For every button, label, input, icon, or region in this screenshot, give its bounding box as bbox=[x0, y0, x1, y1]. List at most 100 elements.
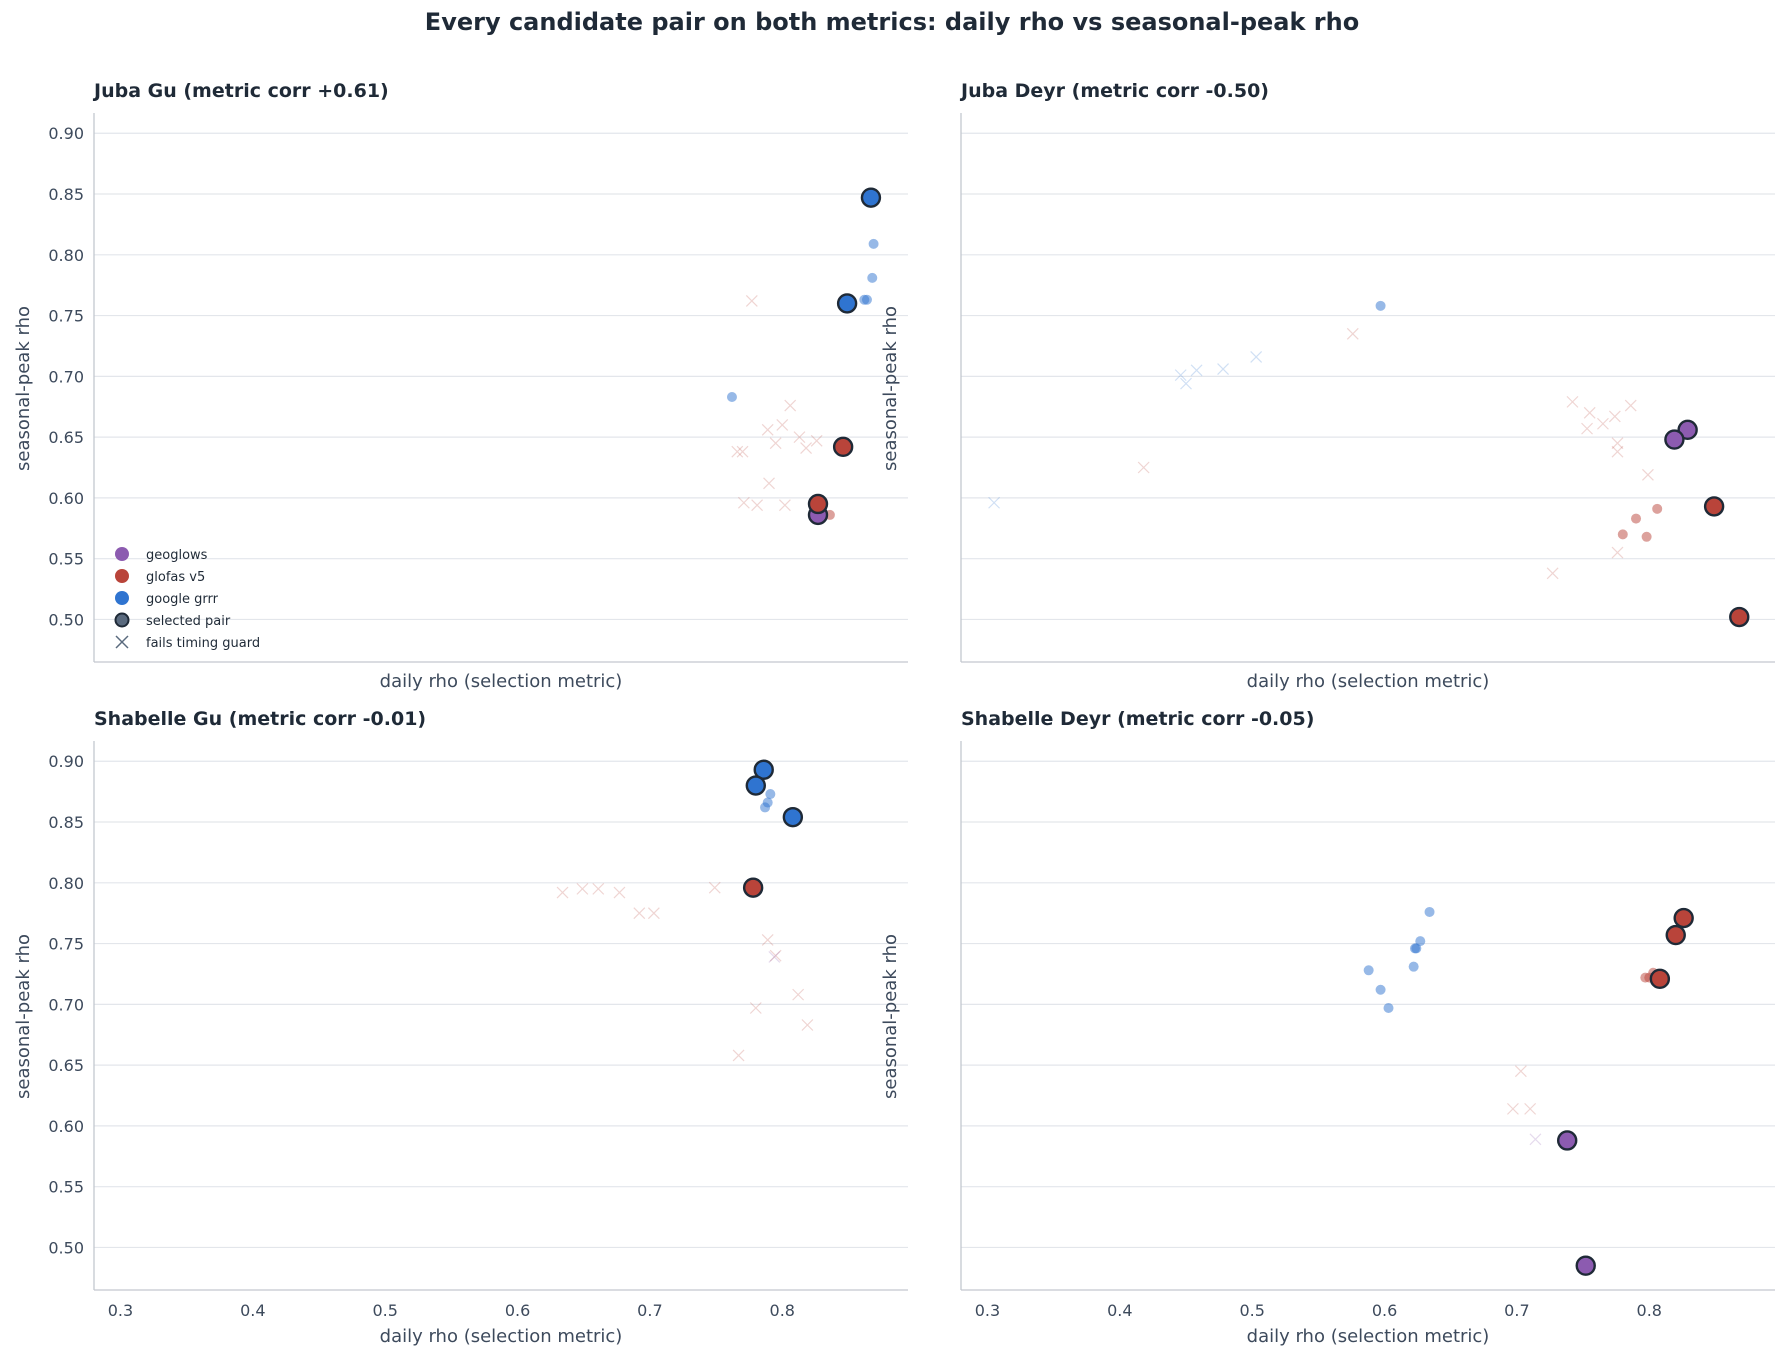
y-tick-label: 0.60 bbox=[48, 489, 84, 508]
data-point-cross-stroke bbox=[792, 988, 805, 1001]
y-axis-label: seasonal-peak rho bbox=[13, 934, 34, 1099]
data-point-cross-stroke bbox=[1217, 363, 1229, 375]
data-point-cross-stroke bbox=[731, 445, 744, 458]
legend: geoglows glofas v5 google grrr selected pai… bbox=[114, 547, 260, 651]
data-point-cross bbox=[801, 1019, 814, 1031]
legend-label: glofas v5 bbox=[146, 570, 205, 585]
data-point-cross bbox=[1624, 399, 1637, 412]
x-tick-label: 0.5 bbox=[372, 1301, 397, 1320]
data-point-cross-stroke bbox=[1611, 445, 1624, 458]
y-tick-label: 0.50 bbox=[48, 610, 84, 629]
data-point-cross bbox=[1524, 1102, 1537, 1115]
data-point-cross bbox=[776, 419, 789, 431]
y-axis-label: seasonal-peak rho bbox=[13, 306, 34, 471]
data-point-selected bbox=[1703, 496, 1725, 517]
data-point-cross-stroke bbox=[1524, 1102, 1537, 1115]
data-point-cross-stroke bbox=[736, 445, 749, 458]
data-point-cross-stroke bbox=[745, 295, 758, 307]
data-point-cross-stroke bbox=[763, 477, 775, 490]
x-tick-label: 0.7 bbox=[1504, 1301, 1529, 1320]
data-point-cross-stroke bbox=[556, 886, 569, 899]
data-point-cross-stroke bbox=[1137, 461, 1150, 474]
data-point-cross-stroke bbox=[1642, 468, 1654, 481]
data-point-cross bbox=[749, 1002, 762, 1014]
data-point-cross-stroke bbox=[1250, 350, 1263, 363]
data-point-cross-stroke bbox=[810, 434, 823, 447]
legend-marker-cross-stroke bbox=[115, 635, 129, 649]
legend-marker bbox=[115, 547, 129, 561]
data-point-cross-stroke bbox=[1346, 327, 1359, 340]
x-tick-label: 0.3 bbox=[975, 1301, 1000, 1320]
data-point-selected bbox=[782, 806, 804, 828]
y-tick-label: 0.65 bbox=[48, 428, 84, 447]
legend-marker bbox=[115, 569, 129, 583]
data-point-cross-stroke bbox=[784, 399, 797, 412]
data-point-cross-stroke bbox=[613, 886, 626, 899]
y-tick-label: 0.80 bbox=[48, 874, 84, 893]
data-point-cross-stroke bbox=[1174, 369, 1187, 382]
data-point-cross-stroke bbox=[1566, 395, 1579, 408]
data-point-selected bbox=[1556, 1130, 1578, 1151]
data-point-cross bbox=[737, 496, 750, 509]
data-point-cross bbox=[1137, 461, 1150, 474]
data-point-cross-stroke bbox=[1250, 350, 1263, 363]
data-point-cross-stroke bbox=[1174, 369, 1187, 382]
data-point-cross-stroke bbox=[737, 496, 750, 509]
data-point-cross bbox=[1581, 422, 1593, 435]
y-tick-label: 0.80 bbox=[48, 246, 84, 265]
data-point-cross bbox=[1250, 350, 1263, 363]
data-point-cross-stroke bbox=[737, 496, 750, 509]
data-point-cross-stroke bbox=[792, 988, 805, 1001]
data-point-selected bbox=[753, 759, 774, 780]
data-point-cross bbox=[810, 434, 823, 447]
data-point-cross bbox=[731, 445, 744, 458]
data-point-cross-stroke bbox=[763, 477, 775, 490]
data-point-cross-stroke bbox=[708, 881, 721, 894]
data-point-cross bbox=[736, 445, 749, 458]
data-point-cross-stroke bbox=[745, 295, 758, 307]
data-point-cross-stroke bbox=[751, 499, 764, 512]
data-point-cross-stroke bbox=[1507, 1102, 1519, 1115]
figure-title: Every candidate pair on both metrics: da… bbox=[424, 8, 1360, 36]
data-point-cross-stroke bbox=[761, 933, 774, 946]
data-point-cross bbox=[1514, 1065, 1527, 1078]
data-point-selected bbox=[1665, 924, 1686, 946]
data-point-cross bbox=[708, 881, 721, 894]
x-axis-label: daily rho (selection metric) bbox=[380, 1326, 623, 1347]
data-point bbox=[868, 238, 879, 249]
x-tick-label: 0.3 bbox=[108, 1301, 133, 1320]
data-point-cross bbox=[1217, 363, 1229, 375]
data-point-cross-stroke bbox=[810, 434, 823, 447]
data-point-cross-stroke bbox=[769, 949, 782, 962]
data-point bbox=[867, 272, 878, 283]
data-point-cross-stroke bbox=[1608, 410, 1621, 423]
data-point-cross-stroke bbox=[1611, 445, 1624, 458]
data-point bbox=[760, 802, 771, 813]
data-point-cross-stroke bbox=[749, 1002, 762, 1014]
data-point-cross-stroke bbox=[1514, 1065, 1527, 1078]
data-point-cross-stroke bbox=[1581, 422, 1593, 435]
data-point-cross-stroke bbox=[988, 496, 1001, 509]
data-point-cross-stroke bbox=[1217, 363, 1229, 375]
data-point-cross-stroke bbox=[1180, 377, 1192, 390]
data-point-cross-stroke bbox=[778, 499, 791, 512]
x-tick-label: 0.4 bbox=[240, 1301, 265, 1320]
y-tick-label: 0.70 bbox=[48, 367, 84, 386]
y-tick-label: 0.85 bbox=[48, 185, 84, 204]
y-tick-label: 0.65 bbox=[48, 1056, 84, 1075]
data-point bbox=[1375, 300, 1386, 311]
data-point-cross bbox=[1190, 364, 1203, 377]
data-point-cross bbox=[1608, 410, 1621, 423]
data-point-cross bbox=[1566, 395, 1579, 408]
data-point-cross-stroke bbox=[1566, 395, 1579, 408]
data-point-cross-stroke bbox=[708, 881, 721, 894]
data-point-cross bbox=[1546, 567, 1559, 580]
y-tick-label: 0.55 bbox=[48, 1178, 84, 1197]
data-point-cross-stroke bbox=[1583, 406, 1596, 419]
data-point-cross bbox=[592, 882, 605, 895]
data-point-cross-stroke bbox=[1642, 468, 1654, 481]
data-point-cross bbox=[769, 437, 782, 450]
data-point-cross-stroke bbox=[769, 437, 782, 450]
data-point-cross-stroke bbox=[1346, 327, 1359, 340]
